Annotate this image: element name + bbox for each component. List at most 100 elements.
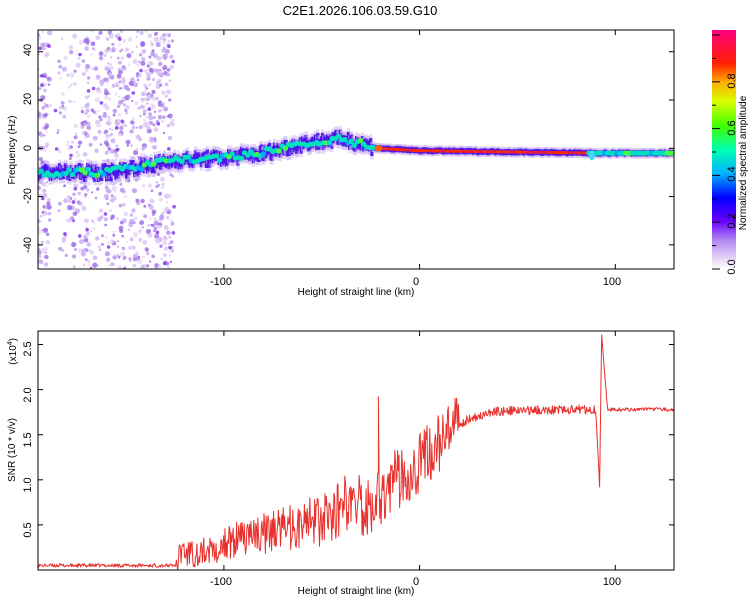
spectrogram-panel: -100 0 100 Height of straight line (km) … xyxy=(7,29,675,298)
noise-speck xyxy=(168,254,172,257)
noise-speck xyxy=(77,191,82,196)
noise-speck xyxy=(105,257,111,263)
bottom-xtick-label-0: 0 xyxy=(413,576,419,588)
noise-speck xyxy=(74,183,79,188)
noise-speck xyxy=(103,53,107,58)
noise-speck xyxy=(122,103,127,107)
noise-speck xyxy=(77,153,81,157)
noise-speck xyxy=(94,148,99,153)
noise-speck xyxy=(158,40,162,43)
noise-speck xyxy=(111,46,116,52)
noise-speck xyxy=(160,176,165,182)
noise-speck xyxy=(141,91,146,97)
bottom-xtick-label-neg100: -100 xyxy=(210,576,232,588)
noise-speck xyxy=(124,94,130,101)
noise-speck xyxy=(118,95,121,99)
noise-speck xyxy=(96,187,100,191)
noise-speck xyxy=(137,135,140,138)
noise-speck xyxy=(147,223,150,227)
noise-speck xyxy=(46,232,50,236)
noise-speck xyxy=(155,42,161,48)
noise-speck xyxy=(143,112,146,116)
noise-speck xyxy=(42,188,47,193)
noise-speck xyxy=(98,55,104,61)
noise-speck xyxy=(43,74,47,79)
noise-speck xyxy=(131,125,136,130)
colorbar: 0.8 0.6 0.4 0.2 0.0 Normalized spectral … xyxy=(712,30,749,275)
noise-speck xyxy=(91,86,96,91)
noise-speck xyxy=(127,37,133,42)
noise-speck xyxy=(42,212,46,217)
noise-speck xyxy=(62,106,68,112)
noise-speck xyxy=(43,102,46,105)
noise-speck xyxy=(158,224,162,229)
noise-speck xyxy=(153,220,159,226)
multiplier-close: ) xyxy=(8,338,19,341)
noise-speck xyxy=(39,133,44,138)
ridge-core xyxy=(282,145,289,151)
noise-speck xyxy=(141,184,146,188)
noise-speck xyxy=(85,64,91,69)
noise-speck xyxy=(120,119,124,124)
noise-speck xyxy=(108,92,111,95)
noise-speck xyxy=(66,140,70,144)
noise-speck xyxy=(92,255,98,260)
noise-speck xyxy=(154,32,158,36)
noise-speck xyxy=(85,231,91,236)
ridge-core xyxy=(276,148,282,154)
noise-speck xyxy=(107,147,112,151)
noise-speck xyxy=(72,192,76,196)
noise-speck xyxy=(40,196,45,201)
noise-speck xyxy=(125,140,130,144)
noise-speck xyxy=(117,240,120,243)
noise-speck xyxy=(95,35,101,40)
noise-speck xyxy=(65,218,71,223)
noise-speck xyxy=(170,219,173,222)
noise-speck xyxy=(84,193,88,196)
top-ytick-label-neg20: -20 xyxy=(22,188,34,204)
top-ytick-label-0: 0 xyxy=(22,145,34,151)
noise-speck xyxy=(61,236,67,241)
noise-speck xyxy=(81,106,84,109)
noise-speck xyxy=(160,119,165,123)
colorbar-label: Normalized spectral amplitude xyxy=(738,95,749,230)
noise-speck xyxy=(119,187,125,193)
noise-speck xyxy=(162,40,166,44)
noise-speck xyxy=(59,105,64,110)
noise-speck xyxy=(148,112,152,116)
noise-speck xyxy=(135,126,138,129)
noise-speck xyxy=(114,126,119,130)
noise-speck xyxy=(155,224,160,229)
noise-speck xyxy=(104,88,108,92)
noise-speck xyxy=(158,110,161,113)
noise-speck xyxy=(151,63,154,66)
noise-speck xyxy=(78,52,82,57)
noise-speck xyxy=(73,82,77,86)
noise-speck xyxy=(128,95,131,98)
noise-speck xyxy=(150,51,155,57)
ridge-core xyxy=(670,150,674,156)
noise-speck xyxy=(169,64,175,70)
noise-speck xyxy=(150,42,155,47)
noise-speck xyxy=(45,181,49,184)
noise-speck xyxy=(98,51,104,56)
noise-speck xyxy=(123,84,129,90)
noise-speck xyxy=(146,264,150,268)
snr-frame xyxy=(37,330,675,571)
noise-speck xyxy=(38,157,43,162)
noise-speck xyxy=(84,111,88,116)
noise-speck xyxy=(162,261,167,266)
noise-speck xyxy=(107,241,111,245)
ridge-core xyxy=(101,171,107,177)
noise-speck xyxy=(39,214,43,218)
noise-speck xyxy=(117,56,120,60)
noise-speck xyxy=(156,80,161,86)
noise-speck xyxy=(111,186,117,192)
noise-speck xyxy=(81,59,86,63)
noise-speck xyxy=(96,87,101,91)
noise-speck xyxy=(166,230,171,236)
noise-speck xyxy=(104,129,109,134)
figure-title: C2E1.2026.106.03.59.G10 xyxy=(283,3,438,18)
noise-speck xyxy=(64,253,68,257)
noise-speck xyxy=(148,82,152,87)
